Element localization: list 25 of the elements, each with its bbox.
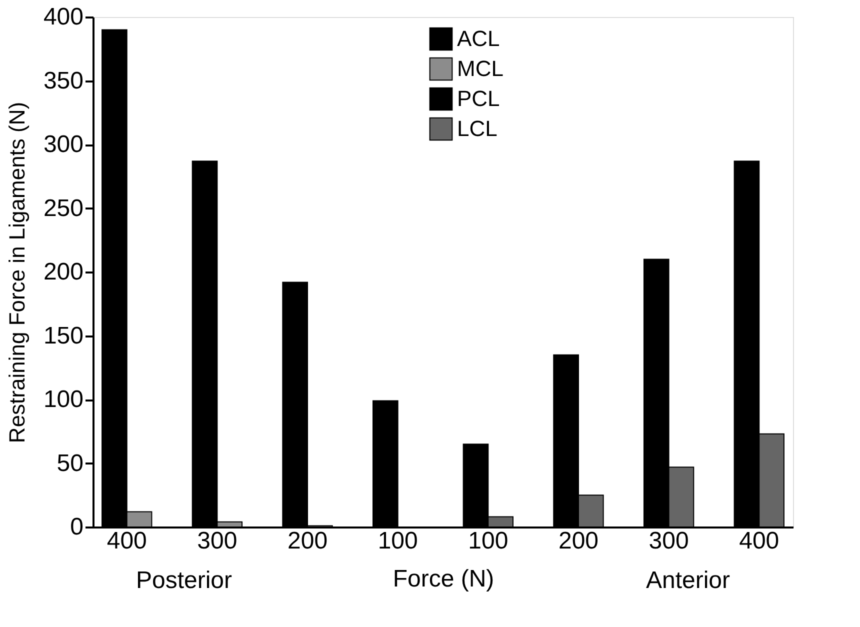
x-tick-label: 100 bbox=[378, 528, 418, 554]
x-tick-label: 300 bbox=[648, 528, 689, 554]
y-axis-title: Restraining Force in Ligaments (N) bbox=[4, 102, 30, 444]
text: Posterior bbox=[136, 567, 232, 594]
y-tick-label: 350 bbox=[43, 67, 84, 94]
y-tick-label: 250 bbox=[43, 194, 84, 222]
text: Anterior bbox=[646, 567, 730, 594]
legend-label: ACL bbox=[457, 26, 500, 51]
x-tick-label: 100 bbox=[468, 528, 508, 554]
y-tick-label: 150 bbox=[43, 322, 84, 350]
x-tick-label: 200 bbox=[287, 528, 328, 554]
y-tick-label: 100 bbox=[43, 386, 84, 413]
legend-label: MCL bbox=[457, 56, 504, 81]
y-tick-label: 50 bbox=[56, 450, 84, 477]
legend-label: PCL bbox=[457, 86, 500, 111]
y-tick-label: 300 bbox=[43, 131, 84, 158]
x-tick-label: 400 bbox=[739, 528, 780, 554]
x-tick-label: 300 bbox=[197, 528, 238, 554]
x-tick-label: 400 bbox=[106, 528, 147, 554]
y-tick-label: 200 bbox=[43, 258, 84, 286]
x-axis-title: Force (N) bbox=[392, 566, 494, 592]
legend-label: LCL bbox=[457, 116, 498, 141]
y-tick-label: 0 bbox=[70, 514, 84, 540]
x-tick-label: 200 bbox=[558, 528, 599, 554]
y-tick-label: 400 bbox=[43, 4, 84, 30]
